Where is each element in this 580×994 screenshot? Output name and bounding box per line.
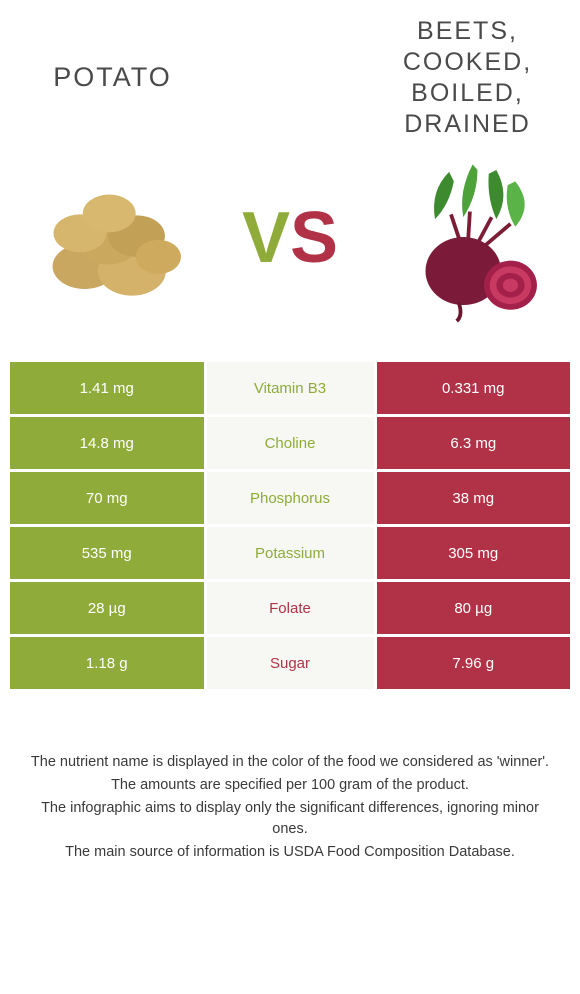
right-value: 7.96 g: [377, 637, 571, 689]
right-value: 38 mg: [377, 472, 571, 524]
left-title: POTATO: [47, 8, 178, 148]
left-value: 28 µg: [10, 582, 207, 634]
nutrient-name: Phosphorus: [207, 472, 377, 524]
left-column: POTATO: [10, 8, 215, 358]
right-value: 80 µg: [377, 582, 571, 634]
infographic-container: POTATO VS BEETS, COOKED, BOILED, DRAINED: [0, 0, 580, 863]
table-row: 14.8 mgCholine6.3 mg: [10, 417, 570, 472]
left-value: 1.41 mg: [10, 362, 207, 414]
right-column: BEETS, COOKED, BOILED, DRAINED: [365, 8, 570, 358]
nutrient-name: Potassium: [207, 527, 377, 579]
nutrient-name: Sugar: [207, 637, 377, 689]
left-value: 535 mg: [10, 527, 207, 579]
nutrient-name: Vitamin B3: [207, 362, 377, 414]
table-row: 70 mgPhosphorus38 mg: [10, 472, 570, 527]
table-row: 1.41 mgVitamin B30.331 mg: [10, 362, 570, 417]
nutrient-name: Choline: [207, 417, 377, 469]
nutrient-table: 1.41 mgVitamin B30.331 mg14.8 mgCholine6…: [10, 362, 570, 692]
right-value: 0.331 mg: [377, 362, 571, 414]
right-value: 305 mg: [377, 527, 571, 579]
footer-line: The amounts are specified per 100 gram o…: [28, 775, 552, 796]
vs-label: VS: [215, 87, 365, 279]
footer-line: The nutrient name is displayed in the co…: [28, 752, 552, 773]
right-title: BEETS, COOKED, BOILED, DRAINED: [397, 8, 538, 148]
left-value: 70 mg: [10, 472, 207, 524]
potato-image: [23, 148, 203, 328]
nutrient-name: Folate: [207, 582, 377, 634]
footer-line: The main source of information is USDA F…: [28, 842, 552, 863]
left-value: 1.18 g: [10, 637, 207, 689]
table-row: 535 mgPotassium305 mg: [10, 527, 570, 582]
vs-v: V: [242, 197, 290, 279]
right-value: 6.3 mg: [377, 417, 571, 469]
vs-s: S: [290, 197, 338, 279]
footer-notes: The nutrient name is displayed in the co…: [10, 692, 570, 863]
table-row: 28 µgFolate80 µg: [10, 582, 570, 637]
beet-image: [378, 148, 558, 328]
table-row: 1.18 gSugar7.96 g: [10, 637, 570, 692]
footer-line: The infographic aims to display only the…: [28, 798, 552, 840]
header-row: POTATO VS BEETS, COOKED, BOILED, DRAINED: [10, 8, 570, 358]
left-value: 14.8 mg: [10, 417, 207, 469]
